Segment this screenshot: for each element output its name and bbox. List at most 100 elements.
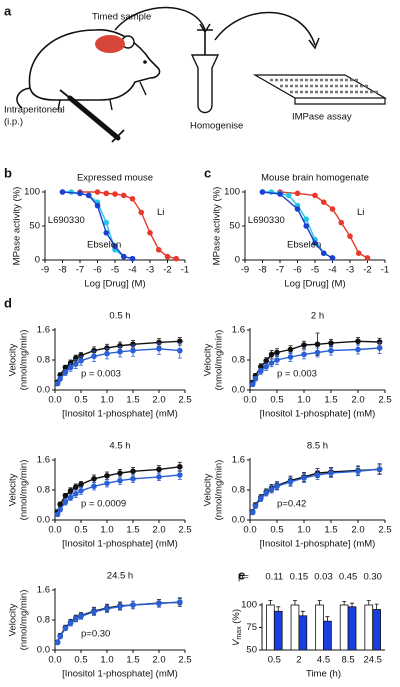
panel-letter: c bbox=[204, 165, 211, 180]
point bbox=[67, 360, 74, 366]
x-tick-label: 24.5 bbox=[363, 655, 382, 666]
x-tick-label: 0.5 bbox=[268, 655, 281, 666]
plate-wells bbox=[270, 78, 380, 94]
p-value: p=0.42 bbox=[277, 499, 306, 510]
bar bbox=[339, 604, 349, 651]
p-value: 0.30 bbox=[363, 572, 382, 583]
error-bar bbox=[292, 600, 297, 605]
point bbox=[249, 381, 256, 388]
x-tick-label: 1.5 bbox=[126, 525, 139, 536]
point bbox=[156, 600, 162, 607]
point bbox=[263, 357, 270, 364]
point bbox=[112, 243, 118, 250]
series-label: Ebselen bbox=[287, 240, 321, 251]
point bbox=[314, 349, 321, 356]
point bbox=[117, 470, 123, 476]
point bbox=[355, 250, 362, 256]
y-tick-label: 1.6 bbox=[37, 585, 50, 596]
x-tick-label: 0.0 bbox=[48, 655, 61, 666]
point bbox=[355, 468, 361, 475]
x-tick-label: -4 bbox=[128, 265, 136, 276]
point bbox=[94, 189, 101, 195]
series-label: Li bbox=[357, 207, 364, 218]
point bbox=[312, 192, 318, 199]
point bbox=[103, 219, 110, 226]
point bbox=[112, 191, 118, 197]
x-axis-label: Time (h) bbox=[306, 669, 341, 680]
point bbox=[104, 472, 110, 479]
y-axis-label: Velocity bbox=[203, 343, 214, 376]
plate bbox=[252, 74, 388, 105]
bar bbox=[372, 609, 381, 651]
assay-label: IMPase assay bbox=[292, 112, 352, 123]
y-tick-label: 100 bbox=[241, 600, 257, 611]
y-label-symbol: V bbox=[231, 638, 242, 646]
bar bbox=[364, 604, 374, 651]
x-tick-label: 2.5 bbox=[178, 655, 191, 666]
chart-title: 2 h bbox=[311, 311, 324, 322]
point bbox=[78, 613, 84, 620]
y-axis-label: MPase activity (%) bbox=[212, 187, 223, 266]
p-value: 0.45 bbox=[339, 572, 358, 583]
arrow-head bbox=[308, 37, 320, 50]
p-value: 0.11 bbox=[265, 572, 283, 583]
x-tick-label: 2.0 bbox=[152, 655, 165, 666]
chart-title: 8.5 h bbox=[307, 441, 328, 452]
y-tick-label: 50 bbox=[229, 221, 240, 232]
point bbox=[355, 346, 361, 353]
x-tick-label: 0.0 bbox=[243, 525, 256, 536]
point bbox=[328, 347, 334, 354]
point bbox=[67, 487, 74, 494]
x-tick-label: 0.5 bbox=[270, 525, 283, 536]
x-tick-label: 8.5 bbox=[341, 655, 354, 666]
p-value: 0.15 bbox=[290, 572, 309, 583]
point bbox=[329, 255, 336, 261]
point bbox=[59, 189, 66, 195]
syringe bbox=[67, 95, 121, 141]
y-tick-label: 1.6 bbox=[37, 325, 50, 336]
point bbox=[91, 475, 97, 482]
x-tick-label: -1 bbox=[381, 265, 389, 276]
x-tick-label: 0.5 bbox=[270, 395, 283, 406]
error-bar bbox=[325, 616, 330, 622]
point bbox=[78, 352, 84, 359]
x-tick-label: 2.5 bbox=[378, 395, 391, 406]
point bbox=[77, 190, 83, 197]
bar bbox=[347, 606, 357, 651]
x-tick-label: -1 bbox=[181, 265, 189, 276]
error-bar bbox=[276, 606, 281, 612]
point bbox=[78, 487, 84, 494]
point bbox=[73, 484, 79, 490]
point bbox=[94, 202, 101, 209]
bar bbox=[273, 610, 283, 651]
point bbox=[156, 339, 162, 346]
brain bbox=[95, 35, 125, 53]
point bbox=[252, 503, 259, 509]
homogenise-label: Homogenise bbox=[190, 121, 243, 132]
y-tick-label: 0.8 bbox=[37, 615, 50, 626]
p-label: p= bbox=[238, 572, 249, 583]
point bbox=[130, 475, 136, 482]
x-axis-label: Log [Drug] (M) bbox=[84, 279, 145, 290]
point bbox=[57, 501, 63, 508]
p-value: p = 0.003 bbox=[81, 369, 121, 380]
y-axis-label: (nmol/mg/min) bbox=[214, 330, 225, 391]
y-label-subscript: max bbox=[236, 626, 243, 640]
x-tick-label: 1.5 bbox=[126, 655, 139, 666]
y-tick-label: 0.0 bbox=[37, 515, 50, 526]
pestle bbox=[197, 29, 213, 55]
y-axis-label: (nmol/mg/min) bbox=[214, 460, 225, 521]
point bbox=[54, 639, 61, 646]
point bbox=[320, 250, 327, 256]
point bbox=[54, 380, 61, 387]
x-tick-label: 1.5 bbox=[324, 395, 337, 406]
point bbox=[54, 511, 61, 518]
point bbox=[252, 375, 259, 382]
point bbox=[138, 209, 145, 216]
y-axis-label: Velocity bbox=[203, 473, 214, 506]
series-label: L690330 bbox=[248, 215, 285, 226]
tube bbox=[190, 54, 220, 114]
x-tick-label: -6 bbox=[93, 265, 101, 276]
point bbox=[85, 192, 92, 199]
